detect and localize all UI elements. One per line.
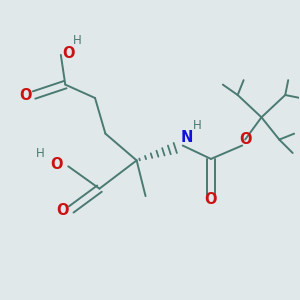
Text: O: O xyxy=(205,191,217,206)
Text: O: O xyxy=(62,46,75,61)
Text: O: O xyxy=(239,131,252,146)
Text: O: O xyxy=(56,203,69,218)
Text: H: H xyxy=(193,119,202,132)
Text: H: H xyxy=(73,34,82,46)
Text: O: O xyxy=(50,158,63,172)
Text: O: O xyxy=(19,88,32,103)
Text: N: N xyxy=(180,130,193,145)
Text: H: H xyxy=(36,147,45,161)
